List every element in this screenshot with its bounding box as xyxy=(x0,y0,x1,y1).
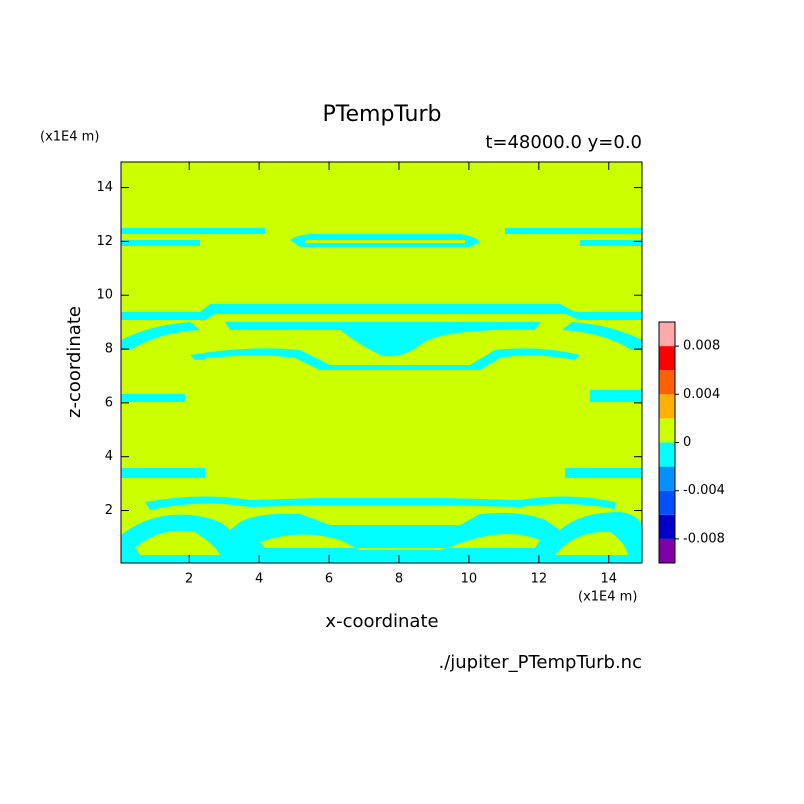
colorbar-tick-label: -0.004 xyxy=(683,483,725,498)
contour-region xyxy=(590,390,642,402)
contour-region xyxy=(135,530,220,555)
y-tick-label: 6 xyxy=(105,395,113,410)
x-tick-label: 2 xyxy=(185,572,193,587)
x-tick-label: 10 xyxy=(461,572,478,587)
colorbar-cell xyxy=(659,418,675,443)
subtitle: t=48000.0 y=0.0 xyxy=(485,132,642,153)
colorbar-tick-label: -0.008 xyxy=(683,531,725,546)
contour-region xyxy=(121,322,200,350)
x-tick-label: 8 xyxy=(395,572,403,587)
colorbar-tick-label: 0.004 xyxy=(683,387,720,402)
contour-region xyxy=(562,322,642,350)
contour-region xyxy=(260,534,540,550)
x-tick-label: 4 xyxy=(255,572,263,587)
x-units: (x1E4 m) xyxy=(578,590,637,605)
contour-region xyxy=(190,348,580,370)
source: ./jupiter_PTempTurb.nc xyxy=(438,652,642,673)
chart-title: PTempTurb xyxy=(323,102,442,127)
y-tick-label: 12 xyxy=(96,234,113,249)
colorbar-cell xyxy=(659,514,675,539)
colorbar-cell xyxy=(659,442,675,467)
plot-frame xyxy=(120,161,643,564)
colorbar-tick-label: 0 xyxy=(683,435,691,450)
x-label: x-coordinate xyxy=(325,611,438,632)
contour-region xyxy=(145,496,615,510)
colorbar-cell xyxy=(659,466,675,491)
contour-region xyxy=(121,468,205,478)
colorbar-cell xyxy=(659,394,675,419)
x-tick-label: 6 xyxy=(325,572,333,587)
x-tick-label: 12 xyxy=(531,572,548,587)
contour-region xyxy=(121,512,642,563)
contour-region xyxy=(305,240,465,243)
contour-region xyxy=(505,228,642,234)
contour-region xyxy=(225,322,540,357)
contour-region xyxy=(121,240,200,246)
y-label: z-coordinate xyxy=(64,306,85,418)
contour-region xyxy=(121,228,265,234)
colorbar-cell xyxy=(659,322,675,347)
y-tick-label: 10 xyxy=(96,288,113,303)
colorbar-cell xyxy=(659,490,675,515)
contour-region xyxy=(121,304,642,320)
x-tick-label: 14 xyxy=(601,572,618,587)
y-units: (x1E4 m) xyxy=(40,130,99,145)
contour-region xyxy=(121,394,185,402)
colorbar-tick-label: 0.008 xyxy=(683,339,720,354)
contour-region xyxy=(580,240,642,246)
y-tick-label: 4 xyxy=(105,449,113,464)
colorbar-cell xyxy=(659,346,675,371)
colorbar-cell xyxy=(659,370,675,395)
y-tick-label: 8 xyxy=(105,342,113,357)
colorbar-cell xyxy=(659,538,675,563)
contour-region xyxy=(555,531,628,555)
y-tick-label: 14 xyxy=(96,180,113,195)
contour-region xyxy=(565,468,642,478)
y-tick-label: 2 xyxy=(105,503,113,518)
